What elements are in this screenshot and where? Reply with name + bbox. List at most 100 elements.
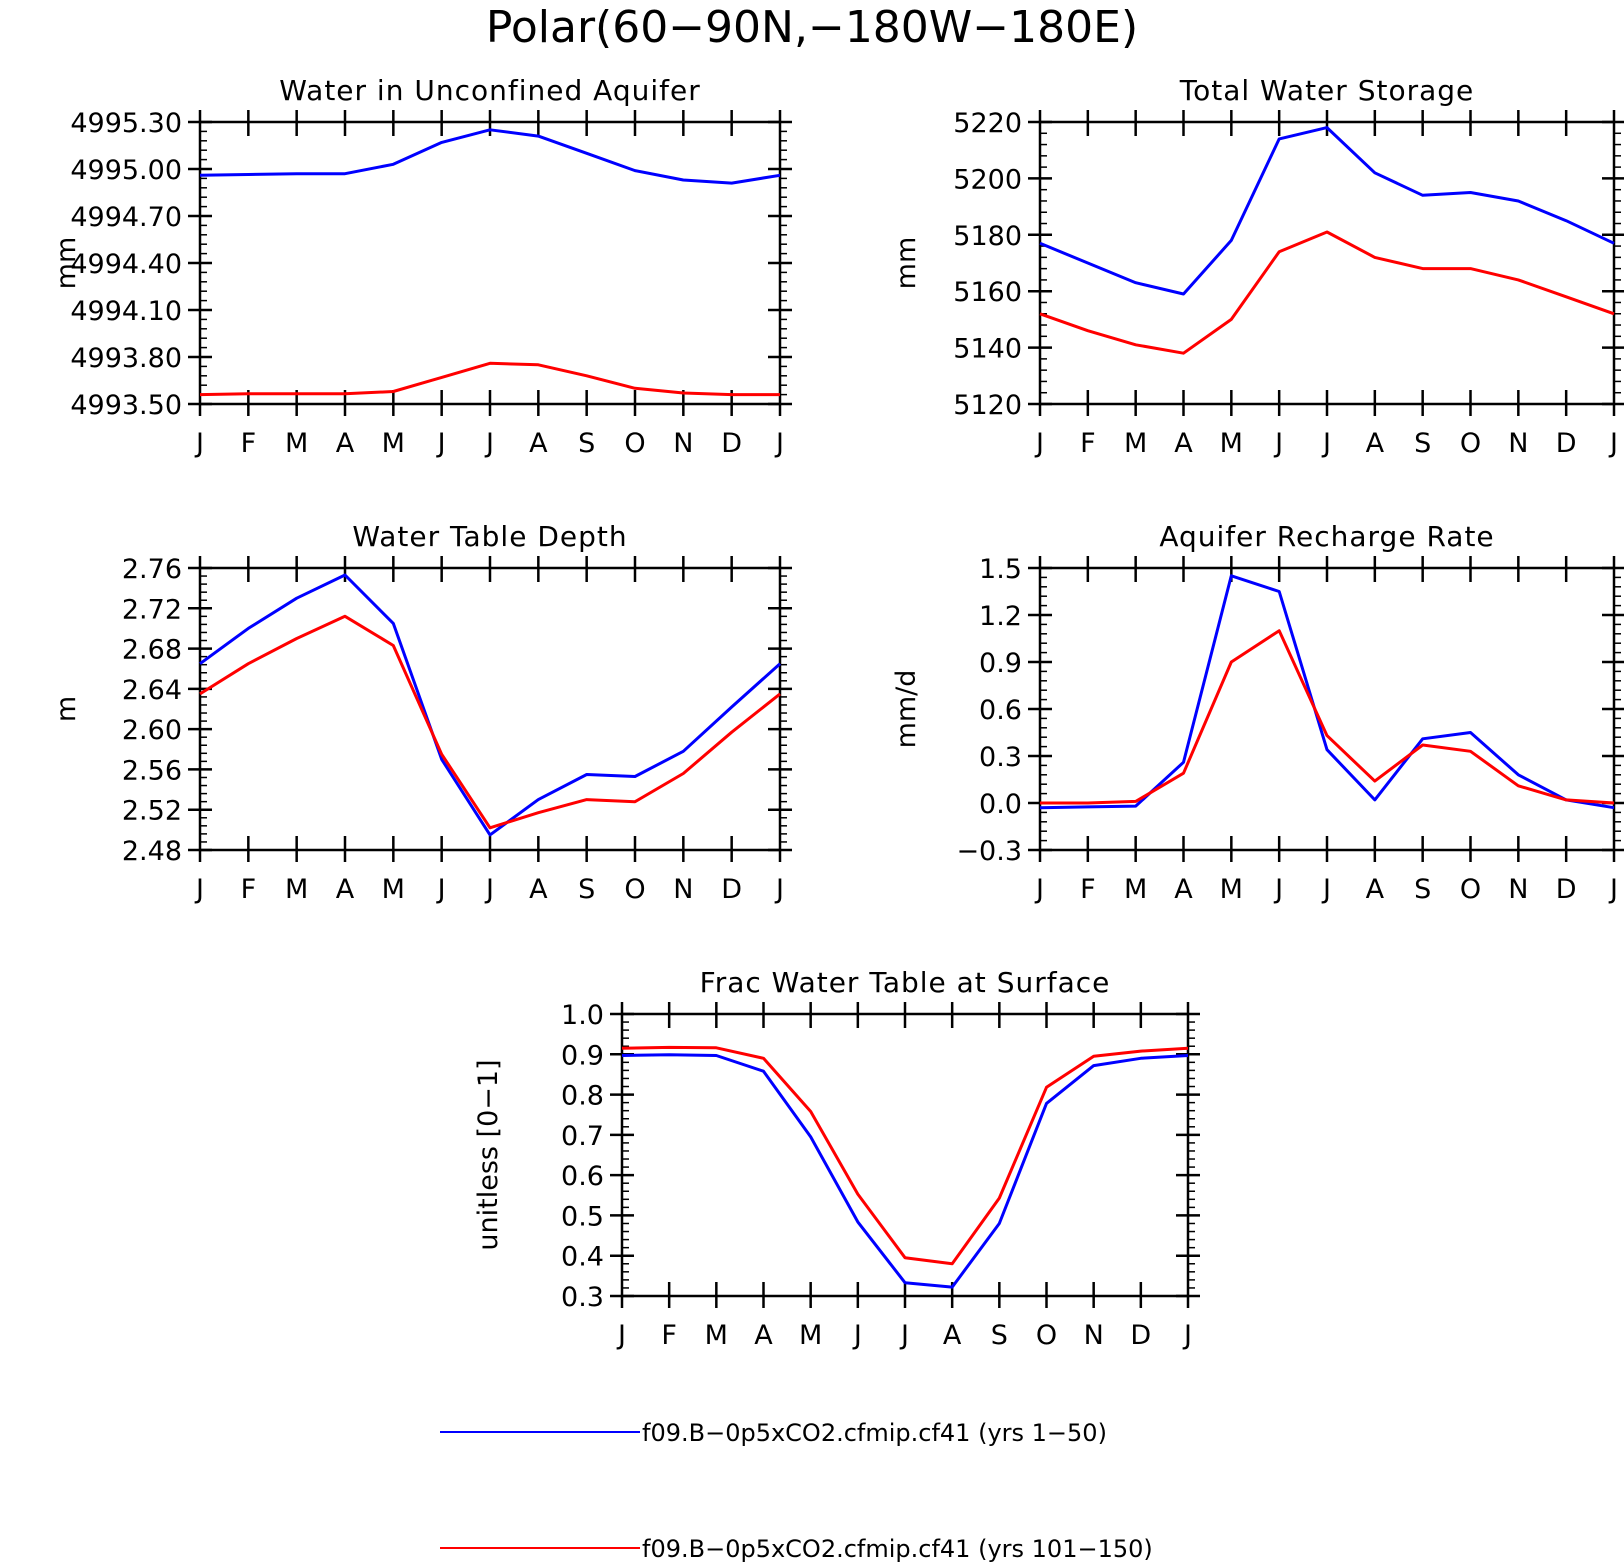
y-tick-label: −0.3 bbox=[956, 836, 1022, 867]
x-tick-label: O bbox=[1460, 874, 1481, 905]
x-tick-label: J bbox=[436, 428, 446, 459]
plot-frame bbox=[198, 566, 782, 852]
chart-panels: J F M A M J J A S O N D J4995.304995.004994.704994.4… bbox=[51, 74, 1624, 1351]
x-tick-label: O bbox=[624, 874, 645, 905]
x-tick-label: N bbox=[1084, 1320, 1104, 1351]
y-tick-label: 5120 bbox=[953, 390, 1022, 421]
x-tick-label: O bbox=[1460, 428, 1481, 459]
panel-title: Water in Unconfined Aquifer bbox=[279, 74, 700, 107]
x-tick-label: M bbox=[382, 428, 405, 459]
y-tick-label: 2.68 bbox=[122, 635, 182, 666]
x-tick-label: M bbox=[1124, 874, 1147, 905]
panel-title: Water Table Depth bbox=[352, 520, 627, 553]
series-line-2 bbox=[199, 361, 780, 397]
x-tick-label: O bbox=[1036, 1320, 1057, 1351]
series-line-2 bbox=[1040, 629, 1615, 805]
series-line-1 bbox=[621, 1053, 1189, 1289]
y-tick-label: 2.48 bbox=[122, 836, 182, 867]
x-tick-label: J bbox=[1321, 428, 1331, 459]
y-tick-label: 4993.80 bbox=[70, 343, 182, 374]
y-tick-label: 4994.10 bbox=[70, 296, 182, 327]
y-tick-label: 2.52 bbox=[122, 796, 182, 827]
x-tick-label: S bbox=[1414, 428, 1431, 459]
series-line-2 bbox=[621, 1045, 1189, 1266]
figure-title: Polar(60−90N,−180W−180E) bbox=[486, 2, 1138, 53]
x-tick-label: A bbox=[529, 874, 548, 905]
x-tick-label: S bbox=[991, 1320, 1008, 1351]
x-tick-label: N bbox=[673, 428, 693, 459]
x-tick-label: F bbox=[241, 428, 257, 459]
x-tick-label: J bbox=[774, 428, 784, 459]
y-tick-label: 0.7 bbox=[561, 1121, 604, 1152]
y-tick-label: 4994.70 bbox=[70, 202, 182, 233]
y-tick-label: 2.76 bbox=[122, 554, 182, 585]
y-tick-label: 0.6 bbox=[561, 1161, 604, 1192]
y-tick-label: 4995.30 bbox=[70, 108, 182, 139]
y-tick-label: 0.9 bbox=[561, 1040, 604, 1071]
x-tick-label: D bbox=[721, 428, 742, 459]
x-tick-label: M bbox=[285, 428, 308, 459]
y-tick-label: 2.56 bbox=[122, 755, 182, 786]
x-tick-label: J bbox=[1273, 428, 1283, 459]
legend-label-series-2: f09.B−0p5xCO2.cfmip.cf41 (yrs 101−150) bbox=[642, 1535, 1153, 1563]
x-tick-label: J bbox=[194, 428, 204, 459]
y-tick-label: 5220 bbox=[953, 108, 1022, 139]
x-tick-label: S bbox=[1414, 874, 1431, 905]
series-line-1 bbox=[1039, 126, 1615, 296]
y-tick-label: 4993.50 bbox=[70, 390, 182, 421]
panel-title: Frac Water Table at Surface bbox=[700, 966, 1111, 999]
y-axis-label: mm bbox=[51, 237, 82, 290]
y-tick-label: 1.5 bbox=[979, 554, 1022, 585]
x-tick-label: N bbox=[1508, 428, 1528, 459]
chart-panel-1: J F M A M J J A S O N D J4995.304995.004994.704994.4… bbox=[51, 74, 792, 459]
x-tick-label: F bbox=[1080, 428, 1096, 459]
x-tick-label: M bbox=[1220, 874, 1243, 905]
y-tick-label: 0.9 bbox=[979, 648, 1022, 679]
y-tick-label: 0.3 bbox=[561, 1282, 604, 1313]
y-tick-label: 5140 bbox=[953, 334, 1022, 365]
x-tick-label: M bbox=[285, 874, 308, 905]
y-tick-label: 0.0 bbox=[979, 789, 1022, 820]
x-tick-label: J bbox=[1608, 428, 1618, 459]
x-tick-label: J bbox=[616, 1320, 626, 1351]
x-tick-label: J bbox=[1321, 874, 1331, 905]
chart-panel-2: J F M A M J J A S O N D J522052005180516051405120Tot… bbox=[891, 74, 1624, 459]
y-tick-label: 0.8 bbox=[561, 1081, 604, 1112]
y-tick-label: 1.2 bbox=[979, 601, 1022, 632]
x-tick-label: D bbox=[1556, 874, 1577, 905]
y-tick-label: 4995.00 bbox=[70, 155, 182, 186]
x-tick-label: O bbox=[624, 428, 645, 459]
y-tick-label: 0.6 bbox=[979, 695, 1022, 726]
series-line-2 bbox=[199, 614, 781, 830]
y-tick-label: 0.3 bbox=[979, 742, 1022, 773]
x-tick-label: N bbox=[1508, 874, 1528, 905]
y-axis-label: unitless [0−1] bbox=[473, 1059, 504, 1250]
x-tick-label: J bbox=[1034, 428, 1044, 459]
x-tick-label: F bbox=[241, 874, 257, 905]
x-tick-label: S bbox=[578, 428, 595, 459]
x-tick-label: J bbox=[1034, 874, 1044, 905]
x-tick-label: N bbox=[673, 874, 693, 905]
y-axis-label: mm bbox=[891, 237, 922, 290]
x-tick-label: A bbox=[1174, 874, 1193, 905]
y-tick-label: 2.60 bbox=[122, 715, 182, 746]
x-tick-label: J bbox=[1273, 874, 1283, 905]
x-tick-label: A bbox=[529, 428, 548, 459]
x-tick-label: A bbox=[336, 428, 355, 459]
x-tick-label: M bbox=[705, 1320, 728, 1351]
legend: f09.B−0p5xCO2.cfmip.cf41 (yrs 1−50) f09.… bbox=[440, 1419, 1153, 1563]
x-tick-label: M bbox=[1220, 428, 1243, 459]
series-line-2 bbox=[1039, 230, 1615, 355]
x-tick-label: A bbox=[754, 1320, 773, 1351]
chart-panel-3: J F M A M J J A S O N D J2.762.722.682.642.602.562.5… bbox=[51, 520, 792, 905]
x-tick-label: J bbox=[1608, 874, 1618, 905]
x-tick-label: D bbox=[1556, 428, 1577, 459]
x-tick-label: A bbox=[943, 1320, 962, 1351]
x-tick-label: J bbox=[484, 428, 494, 459]
plot-frame bbox=[198, 120, 782, 406]
x-tick-label: D bbox=[1130, 1320, 1151, 1351]
x-tick-label: A bbox=[336, 874, 355, 905]
x-tick-label: J bbox=[774, 874, 784, 905]
panel-title: Aquifer Recharge Rate bbox=[1159, 520, 1494, 553]
